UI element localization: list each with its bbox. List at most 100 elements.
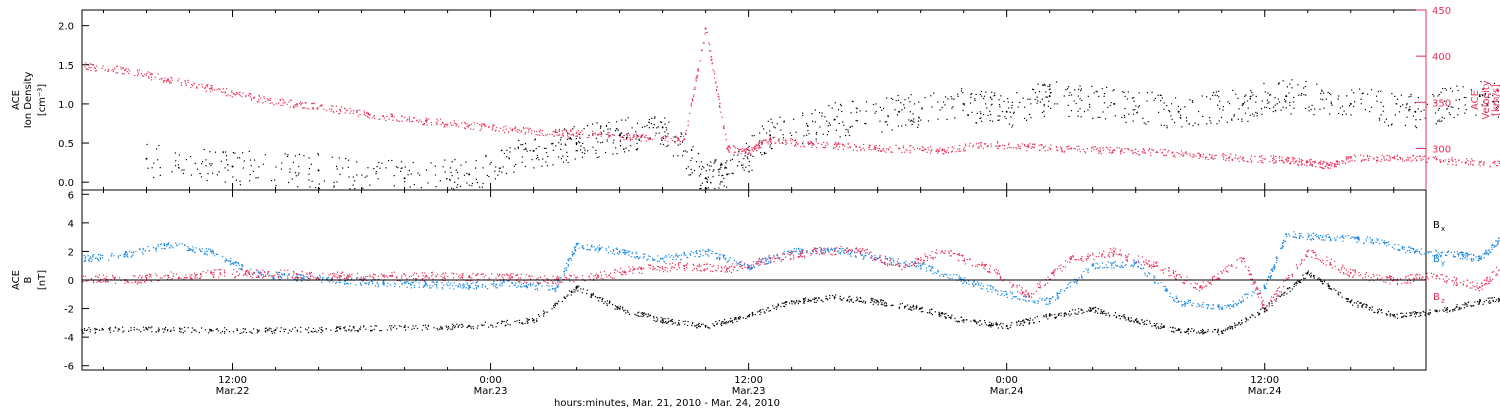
data-point-velocity (751, 149, 753, 151)
data-point-by (1418, 250, 1420, 253)
data-point-ion-density (1497, 101, 1500, 103)
data-point-ion-density (488, 176, 490, 178)
data-point-ion-density (1406, 102, 1408, 105)
data-point-ion-density (661, 139, 663, 142)
data-point-by (1076, 280, 1078, 282)
data-point-by (1240, 300, 1242, 302)
data-point-ion-density (1360, 103, 1362, 105)
data-point-velocity (1305, 160, 1308, 163)
data-point-velocity (87, 69, 89, 71)
data-point-velocity (885, 151, 887, 153)
data-point-velocity (1439, 158, 1441, 161)
data-point-ion-density (552, 149, 554, 151)
data-point-ion-density (748, 170, 750, 172)
data-point-velocity (487, 126, 490, 128)
data-point-ion-density (1157, 111, 1160, 113)
data-point-by (1164, 286, 1167, 288)
data-point-by (463, 287, 465, 289)
data-point-by (553, 288, 555, 290)
data-point-ion-density (1450, 87, 1452, 89)
data-point-velocity (1472, 163, 1474, 166)
data-point-velocity (335, 105, 337, 107)
data-point-by (1218, 308, 1220, 310)
data-point-ion-density (1126, 98, 1128, 100)
data-point-velocity (167, 78, 170, 81)
data-point-by (599, 248, 601, 250)
data-point-velocity (777, 140, 779, 142)
data-point-ion-density (829, 124, 832, 126)
data-point-velocity (713, 77, 716, 79)
data-point-by (921, 263, 923, 265)
data-point-velocity (1470, 161, 1472, 163)
data-point-velocity (94, 67, 96, 69)
data-point-by (1102, 267, 1104, 269)
data-point-by (163, 242, 165, 245)
data-point-by (279, 275, 282, 278)
data-point-by (793, 248, 795, 250)
data-point-by (748, 265, 750, 268)
data-point-velocity (1044, 145, 1046, 148)
data-point-velocity (770, 141, 772, 143)
data-point-velocity (594, 133, 596, 135)
data-point-ion-density (620, 132, 622, 135)
data-point-velocity (661, 137, 664, 139)
data-point-velocity (790, 142, 793, 144)
data-point-ion-density (1134, 109, 1136, 111)
data-point-velocity (1121, 148, 1123, 151)
data-point-by (222, 255, 224, 258)
data-point-velocity (874, 148, 876, 150)
data-point-velocity (786, 142, 788, 144)
data-point-velocity (997, 145, 999, 147)
data-point-velocity (293, 105, 295, 107)
data-point-by (355, 284, 357, 286)
data-point-by (1247, 293, 1249, 296)
data-point-ion-density (474, 167, 477, 169)
data-point-ion-density (998, 119, 1000, 121)
data-point-velocity (367, 112, 370, 114)
data-point-by (1081, 277, 1083, 279)
data-point-by (1341, 235, 1343, 238)
data-point-ion-density (967, 114, 969, 116)
data-point-by (735, 261, 737, 263)
data-point-by (903, 262, 905, 264)
data-point-velocity (629, 138, 631, 140)
data-point-ion-density (859, 110, 861, 112)
data-point-velocity (555, 131, 557, 133)
data-point-by (212, 251, 214, 253)
data-point-ion-density (726, 160, 728, 162)
data-point-ion-density (534, 139, 536, 141)
data-point-velocity (716, 86, 718, 88)
data-point-velocity (609, 136, 611, 138)
data-point-by (1354, 238, 1356, 240)
data-point-velocity (426, 120, 428, 122)
data-point-velocity (795, 142, 797, 144)
data-point-ion-density (1321, 89, 1323, 91)
data-point-by (577, 242, 580, 245)
data-point-velocity (1330, 162, 1332, 164)
data-point-velocity (366, 112, 368, 114)
data-point-by (152, 247, 155, 249)
data-point-ion-density (664, 131, 666, 133)
data-point-by (1387, 241, 1390, 243)
data-point-by (529, 283, 531, 285)
data-point-ion-density (439, 180, 441, 182)
data-point-ion-density (625, 119, 627, 121)
data-point-by (425, 283, 428, 285)
data-point-ion-density (1147, 121, 1149, 123)
data-point-ion-density (596, 122, 598, 124)
data-point-velocity (396, 119, 398, 121)
data-point-by (928, 265, 930, 267)
data-point-velocity (856, 150, 858, 152)
data-point-velocity (293, 106, 295, 109)
data-point-velocity (679, 140, 681, 143)
data-point-velocity (1238, 157, 1240, 159)
data-point-velocity (723, 125, 725, 127)
data-point-ion-density (1293, 101, 1295, 103)
data-point-velocity (541, 130, 543, 132)
data-point-velocity (962, 148, 965, 151)
data-point-by (822, 252, 825, 254)
data-point-ion-density (718, 171, 720, 173)
data-point-ion-density (714, 161, 716, 163)
data-point-velocity (1300, 160, 1303, 163)
data-point-by (718, 256, 720, 258)
